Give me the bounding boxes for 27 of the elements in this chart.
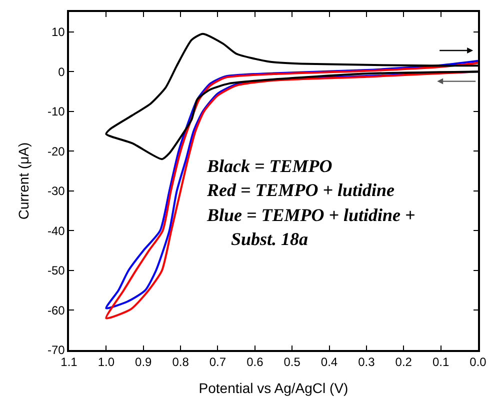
y-tick-label: -50 (48, 264, 66, 278)
annotation: Red = TEMPO + lutidine (206, 180, 395, 200)
annotation: Black = TEMPO (206, 156, 332, 176)
annotation: Subst. 18a (231, 229, 308, 249)
x-axis-title: Potential vs Ag/AgCl (V) (198, 380, 348, 396)
y-tick-label: -40 (48, 224, 66, 238)
y-tick-label: -30 (48, 184, 66, 198)
y-axis-title: Current (μA) (16, 142, 32, 220)
x-tick-label: 0.2 (395, 355, 412, 370)
x-tick-label: 1.1 (60, 355, 78, 370)
x-tick-label: 0.5 (284, 355, 301, 370)
y-tick-label: 10 (51, 25, 66, 40)
x-tick-label: 0.4 (320, 355, 338, 370)
y-tick-label: -20 (48, 144, 66, 158)
y-tick-label: 0 (58, 64, 66, 79)
x-tick-label: 0.1 (432, 355, 450, 370)
x-tick-label: 0.6 (246, 355, 264, 370)
y-tick-label: -70 (48, 343, 66, 358)
annotation: Blue = TEMPO + lutidine + (206, 205, 416, 225)
x-tick-label: 0.7 (209, 355, 226, 370)
y-tick-label: -10 (48, 104, 66, 119)
x-tick-label: 1.0 (98, 355, 115, 370)
x-tick-label: 0.8 (172, 355, 190, 370)
x-tick-label: 0.0 (470, 355, 487, 370)
x-tick-label: 0.9 (135, 355, 152, 370)
x-tick-label: 0.3 (358, 355, 376, 370)
y-tick-label: -60 (48, 303, 66, 318)
